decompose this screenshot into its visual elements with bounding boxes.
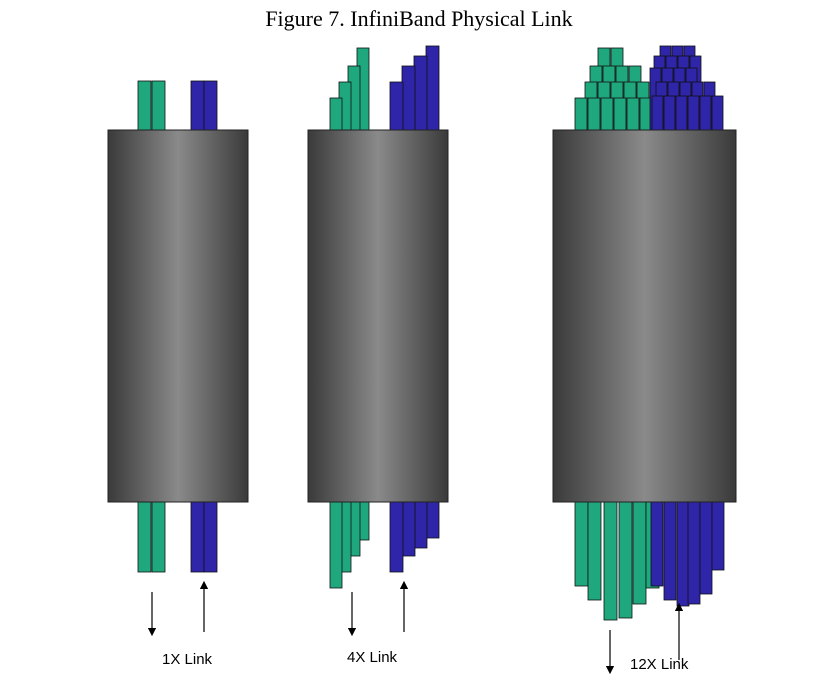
transmit-fiber	[587, 97, 601, 133]
receive-fiber	[675, 95, 688, 133]
receive-fiber	[676, 501, 690, 607]
cable-body-4x	[307, 129, 449, 503]
receive-fiber	[413, 501, 428, 549]
receive-fiber	[389, 501, 404, 573]
transmit-fiber	[587, 501, 602, 601]
receive-fiber	[699, 95, 712, 133]
transmit-fiber	[329, 97, 343, 133]
transmit-fiber	[329, 501, 343, 589]
transmit-fiber	[603, 501, 618, 621]
link-label-12x: 12X Link	[630, 656, 689, 673]
receive-fiber	[425, 501, 440, 539]
receive-fiber	[687, 501, 701, 605]
transmit-fiber	[618, 501, 633, 619]
transmit-fiber	[626, 97, 640, 133]
link-label-4x: 4X Link	[347, 649, 398, 666]
receive-fiber	[401, 501, 416, 557]
transmit-fiber	[613, 97, 627, 133]
transmit-fiber	[600, 97, 614, 133]
fibers-bottom-1x	[137, 501, 218, 573]
receive-fiber	[651, 95, 664, 133]
receive-fiber	[401, 65, 416, 133]
transmit-fiber	[632, 501, 647, 605]
receive-fiber	[190, 80, 205, 132]
receive-fiber	[663, 95, 676, 133]
receive-fiber	[203, 80, 218, 132]
receive-fiber	[425, 45, 440, 133]
receive-fiber	[711, 95, 724, 133]
link-1x: 1X Link	[107, 80, 249, 668]
transmit-fiber	[151, 80, 166, 132]
link-4x: 4X Link	[307, 45, 449, 666]
receive-fiber	[413, 55, 428, 133]
fibers-top-1x	[137, 80, 218, 132]
cable-body-1x	[107, 129, 249, 503]
receive-fiber	[389, 81, 404, 133]
receive-fiber	[699, 501, 713, 595]
transmit-fiber	[574, 97, 588, 133]
cable-body-12x	[552, 129, 737, 503]
fibers-top-4x	[329, 45, 440, 133]
fibers-bottom-4x	[329, 501, 440, 589]
receive-fiber	[687, 95, 700, 133]
receive-fiber	[190, 501, 205, 573]
link-label-1x: 1X Link	[162, 651, 213, 668]
receive-fiber	[711, 501, 725, 571]
transmit-fiber	[137, 501, 152, 573]
fibers-bottom-12x	[574, 501, 725, 621]
transmit-fiber	[574, 501, 589, 587]
link-12x: 12X Link	[552, 45, 737, 675]
receive-fiber	[203, 501, 218, 573]
fibers-top-12x	[574, 45, 724, 133]
figure-title: Figure 7. InfiniBand Physical Link	[265, 6, 573, 31]
receive-fiber	[650, 501, 664, 587]
receive-fiber	[663, 501, 677, 601]
transmit-fiber	[151, 501, 166, 573]
transmit-fiber	[137, 80, 152, 132]
